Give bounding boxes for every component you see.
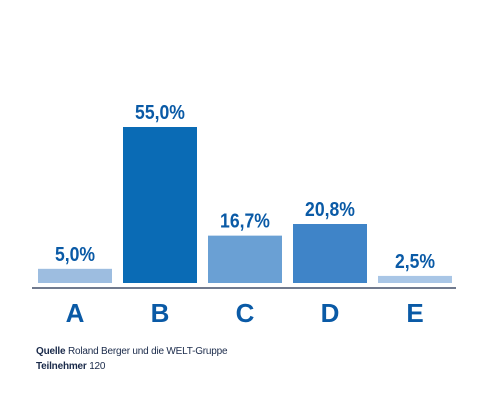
category-label-e: E [406,298,423,328]
source-note: Quelle Roland Berger und die WELT-Gruppe [36,346,228,357]
bar-c [208,235,282,283]
category-label-a: A [66,298,85,328]
bar-d [293,224,367,283]
category-label-b: B [151,298,170,328]
value-label-d: 20,8% [305,198,355,220]
bar-e [378,275,452,283]
participants-note: Teilnehmer 120 [36,361,105,372]
participants-text: 120 [86,361,106,372]
category-label-c: C [236,298,255,328]
value-label-c: 16,7% [220,210,270,232]
value-label-e: 2,5% [395,250,435,272]
participants-label: Teilnehmer [36,361,87,372]
bar-a [38,268,112,283]
value-label-b: 55,0% [135,101,185,123]
bar-b [123,127,197,283]
value-label-a: 5,0% [55,243,95,265]
category-label-d: D [321,298,340,328]
source-label: Quelle [36,346,66,357]
source-text: Roland Berger und die WELT-Gruppe [65,346,228,357]
